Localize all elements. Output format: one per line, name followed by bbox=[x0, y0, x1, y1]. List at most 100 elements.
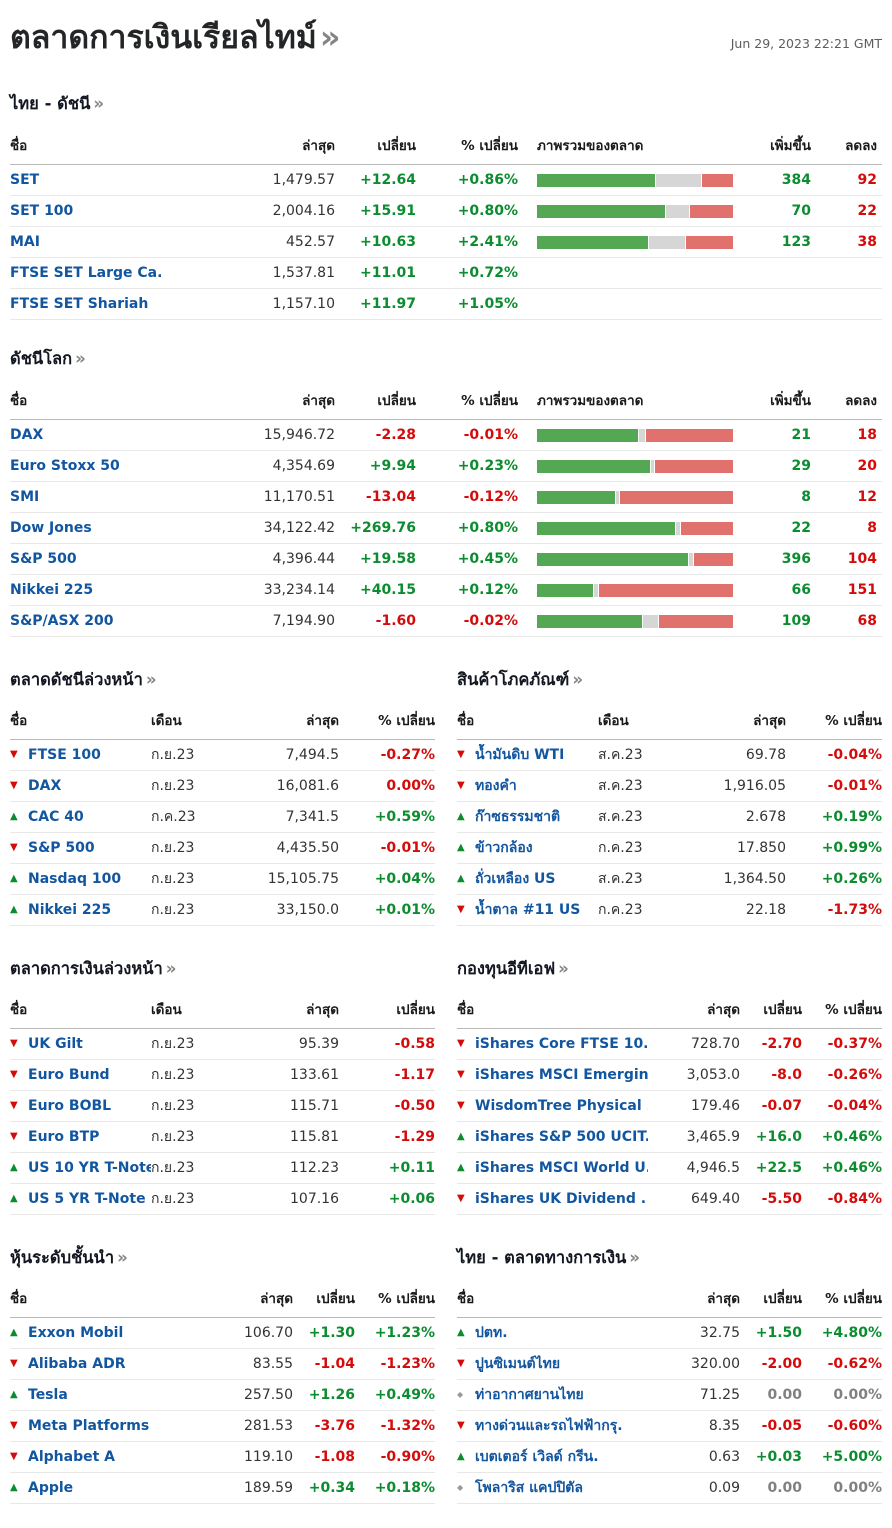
table-row[interactable]: ▼ Alibaba ADR 83.55 -1.04 -1.23% bbox=[10, 1349, 435, 1380]
instrument-link[interactable]: Nikkei 225 bbox=[28, 902, 112, 918]
table-row[interactable]: ▲ iShares S&P 500 UCIT. 3,465.9 +16.0 +0.46% bbox=[457, 1122, 882, 1153]
instrument-link[interactable]: Euro Stoxx 50 bbox=[10, 458, 120, 474]
instrument-link[interactable]: UK Gilt bbox=[28, 1036, 83, 1052]
table-row[interactable]: ▼ ทองคำ ส.ค.23 1,916.05 -0.01% bbox=[457, 771, 882, 802]
instrument-link[interactable]: Euro BOBL bbox=[28, 1098, 112, 1114]
table-row[interactable]: ▼ WisdomTree Physical . 179.46 -0.07 -0.04% bbox=[457, 1091, 882, 1122]
table-row[interactable]: ▲ ปตท. 32.75 +1.50 +4.80% bbox=[457, 1318, 882, 1349]
table-row[interactable]: ▼ Euro Bund ก.ย.23 133.61 -1.17 bbox=[10, 1060, 435, 1091]
table-row[interactable]: SET 100 2,004.16 +15.91 +0.80% 70 22 bbox=[10, 196, 882, 227]
instrument-link[interactable]: SET bbox=[10, 172, 40, 188]
instrument-link[interactable]: น้ำมันดิบ WTI bbox=[475, 747, 565, 763]
instrument-link[interactable]: DAX bbox=[28, 778, 62, 794]
table-row[interactable]: ▲ Tesla 257.50 +1.26 +0.49% bbox=[10, 1380, 435, 1411]
instrument-link[interactable]: S&P/ASX 200 bbox=[10, 613, 114, 629]
table-row[interactable]: SMI 11,170.51 -13.04 -0.12% 8 12 bbox=[10, 482, 882, 513]
section-title[interactable]: ไทย - ตลาดทางการเงิน» bbox=[457, 1245, 882, 1271]
section-title-world-indices[interactable]: ดัชนีโลก» bbox=[10, 346, 882, 372]
table-row[interactable]: ▼ Alphabet A 119.10 -1.08 -0.90% bbox=[10, 1442, 435, 1473]
instrument-link[interactable]: น้ำตาล #11 US bbox=[475, 902, 581, 918]
instrument-link[interactable]: DAX bbox=[10, 427, 44, 443]
table-row[interactable]: ▼ Euro BTP ก.ย.23 115.81 -1.29 bbox=[10, 1122, 435, 1153]
page-title[interactable]: ตลาดการเงินเรียลไทม์» bbox=[10, 12, 341, 63]
table-row[interactable]: ▲ Nikkei 225 ก.ย.23 33,150.0 +0.01% bbox=[10, 895, 435, 926]
section-title[interactable]: หุ้นระดับชั้นนำ» bbox=[10, 1245, 435, 1271]
table-row[interactable]: ▲ US 10 YR T-Note ก.ย.23 112.23 +0.11 bbox=[10, 1153, 435, 1184]
instrument-link[interactable]: ข้าวกล้อง bbox=[475, 840, 533, 856]
section-title-thai-indices[interactable]: ไทย - ดัชนี» bbox=[10, 91, 882, 117]
table-row[interactable]: ▲ Apple 189.59 +0.34 +0.18% bbox=[10, 1473, 435, 1504]
instrument-link[interactable]: SMI bbox=[10, 489, 40, 505]
instrument-link[interactable]: Tesla bbox=[28, 1387, 68, 1403]
instrument-link[interactable]: โพลาริส แคปปิตัล bbox=[475, 1480, 583, 1496]
instrument-link[interactable]: ทางด่วนและรถไฟฟ้ากรุ. bbox=[475, 1418, 623, 1434]
instrument-link[interactable]: ก๊าซธรรมชาติ bbox=[475, 809, 561, 825]
instrument-link[interactable]: US 5 YR T-Note bbox=[28, 1191, 146, 1207]
instrument-link[interactable]: เบตเตอร์ เวิลด์ กรีน. bbox=[475, 1449, 599, 1465]
instrument-link[interactable]: Alphabet A bbox=[28, 1449, 115, 1465]
instrument-link[interactable]: Alibaba ADR bbox=[28, 1356, 126, 1372]
instrument-link[interactable]: US 10 YR T-Note bbox=[28, 1160, 151, 1176]
table-row[interactable]: ▼ FTSE 100 ก.ย.23 7,494.5 -0.27% bbox=[10, 740, 435, 771]
instrument-link[interactable]: ปตท. bbox=[475, 1325, 508, 1341]
instrument-link[interactable]: FTSE 100 bbox=[28, 747, 101, 763]
table-row[interactable]: FTSE SET Shariah 1,157.10 +11.97 +1.05% bbox=[10, 289, 882, 320]
section-title[interactable]: ตลาดการเงินล่วงหน้า» bbox=[10, 956, 435, 982]
instrument-link[interactable]: Nikkei 225 bbox=[10, 582, 94, 598]
table-row[interactable]: ▲ ถั่วเหลือง US ส.ค.23 1,364.50 +0.26% bbox=[457, 864, 882, 895]
table-row[interactable]: ▼ DAX ก.ย.23 16,081.6 0.00% bbox=[10, 771, 435, 802]
instrument-link[interactable]: iShares MSCI Emergin. bbox=[475, 1067, 648, 1083]
instrument-link[interactable]: Nasdaq 100 bbox=[28, 871, 122, 887]
table-row[interactable]: SET 1,479.57 +12.64 +0.86% 384 92 bbox=[10, 165, 882, 196]
section-title[interactable]: กองทุนอีทีเอฟ» bbox=[457, 956, 882, 982]
table-row[interactable]: ◆ โพลาริส แคปปิตัล 0.09 0.00 0.00% bbox=[457, 1473, 882, 1504]
table-row[interactable]: ▲ เบตเตอร์ เวิลด์ กรีน. 0.63 +0.03 +5.00% bbox=[457, 1442, 882, 1473]
table-row[interactable]: ▼ iShares Core FTSE 10. 728.70 -2.70 -0.37% bbox=[457, 1029, 882, 1060]
instrument-link[interactable]: ท่าอากาศยานไทย bbox=[475, 1387, 584, 1403]
table-row[interactable]: ▼ น้ำตาล #11 US ก.ค.23 22.18 -1.73% bbox=[457, 895, 882, 926]
instrument-link[interactable]: Exxon Mobil bbox=[28, 1325, 124, 1341]
instrument-link[interactable]: Euro Bund bbox=[28, 1067, 110, 1083]
instrument-link[interactable]: Dow Jones bbox=[10, 520, 92, 536]
table-row[interactable]: S&P 500 4,396.44 +19.58 +0.45% 396 104 bbox=[10, 544, 882, 575]
instrument-link[interactable]: MAI bbox=[10, 234, 40, 250]
table-row[interactable]: ▼ Euro BOBL ก.ย.23 115.71 -0.50 bbox=[10, 1091, 435, 1122]
table-row[interactable]: FTSE SET Large Ca. 1,537.81 +11.01 +0.72% bbox=[10, 258, 882, 289]
instrument-link[interactable]: S&P 500 bbox=[10, 551, 77, 567]
table-row[interactable]: S&P/ASX 200 7,194.90 -1.60 -0.02% 109 68 bbox=[10, 606, 882, 637]
table-row[interactable]: ▼ iShares MSCI Emergin. 3,053.0 -8.0 -0.26% bbox=[457, 1060, 882, 1091]
instrument-link[interactable]: S&P 500 bbox=[28, 840, 95, 856]
instrument-link[interactable]: ทองคำ bbox=[475, 778, 517, 794]
table-row[interactable]: ▼ UK Gilt ก.ย.23 95.39 -0.58 bbox=[10, 1029, 435, 1060]
table-row[interactable]: DAX 15,946.72 -2.28 -0.01% 21 18 bbox=[10, 420, 882, 451]
table-row[interactable]: ▼ S&P 500 ก.ย.23 4,435.50 -0.01% bbox=[10, 833, 435, 864]
instrument-link[interactable]: iShares S&P 500 UCIT. bbox=[475, 1129, 648, 1145]
table-row[interactable]: Dow Jones 34,122.42 +269.76 +0.80% 22 8 bbox=[10, 513, 882, 544]
table-row[interactable]: Nikkei 225 33,234.14 +40.15 +0.12% 66 151 bbox=[10, 575, 882, 606]
instrument-link[interactable]: ถั่วเหลือง US bbox=[475, 871, 556, 887]
table-row[interactable]: ▼ iShares UK Dividend . 649.40 -5.50 -0.84% bbox=[457, 1184, 882, 1215]
table-row[interactable]: ▲ iShares MSCI World U. 4,946.5 +22.5 +0.46% bbox=[457, 1153, 882, 1184]
instrument-link[interactable]: iShares MSCI World U. bbox=[475, 1160, 648, 1176]
instrument-link[interactable]: iShares UK Dividend . bbox=[475, 1191, 647, 1207]
table-row[interactable]: ▲ Nasdaq 100 ก.ย.23 15,105.75 +0.04% bbox=[10, 864, 435, 895]
instrument-link[interactable]: ปูนซิเมนต์ไทย bbox=[475, 1356, 561, 1372]
instrument-link[interactable]: CAC 40 bbox=[28, 809, 84, 825]
table-row[interactable]: MAI 452.57 +10.63 +2.41% 123 38 bbox=[10, 227, 882, 258]
table-row[interactable]: ▲ Exxon Mobil 106.70 +1.30 +1.23% bbox=[10, 1318, 435, 1349]
table-row[interactable]: ▼ Meta Platforms 281.53 -3.76 -1.32% bbox=[10, 1411, 435, 1442]
table-row[interactable]: Euro Stoxx 50 4,354.69 +9.94 +0.23% 29 20 bbox=[10, 451, 882, 482]
table-row[interactable]: ▲ ก๊าซธรรมชาติ ส.ค.23 2.678 +0.19% bbox=[457, 802, 882, 833]
table-row[interactable]: ▲ CAC 40 ก.ค.23 7,341.5 +0.59% bbox=[10, 802, 435, 833]
instrument-link[interactable]: Meta Platforms bbox=[28, 1418, 150, 1434]
table-row[interactable]: ▼ ทางด่วนและรถไฟฟ้ากรุ. 8.35 -0.05 -0.60% bbox=[457, 1411, 882, 1442]
instrument-link[interactable]: Euro BTP bbox=[28, 1129, 100, 1145]
table-row[interactable]: ▲ US 5 YR T-Note ก.ย.23 107.16 +0.06 bbox=[10, 1184, 435, 1215]
instrument-link[interactable]: SET 100 bbox=[10, 203, 74, 219]
section-title[interactable]: ตลาดดัชนีล่วงหน้า» bbox=[10, 667, 435, 693]
table-row[interactable]: ▼ น้ำมันดิบ WTI ส.ค.23 69.78 -0.04% bbox=[457, 740, 882, 771]
instrument-link[interactable]: WisdomTree Physical . bbox=[475, 1098, 648, 1114]
table-row[interactable]: ▼ ปูนซิเมนต์ไทย 320.00 -2.00 -0.62% bbox=[457, 1349, 882, 1380]
instrument-link[interactable]: iShares Core FTSE 10. bbox=[475, 1036, 648, 1052]
instrument-link[interactable]: FTSE SET Shariah bbox=[10, 296, 149, 312]
